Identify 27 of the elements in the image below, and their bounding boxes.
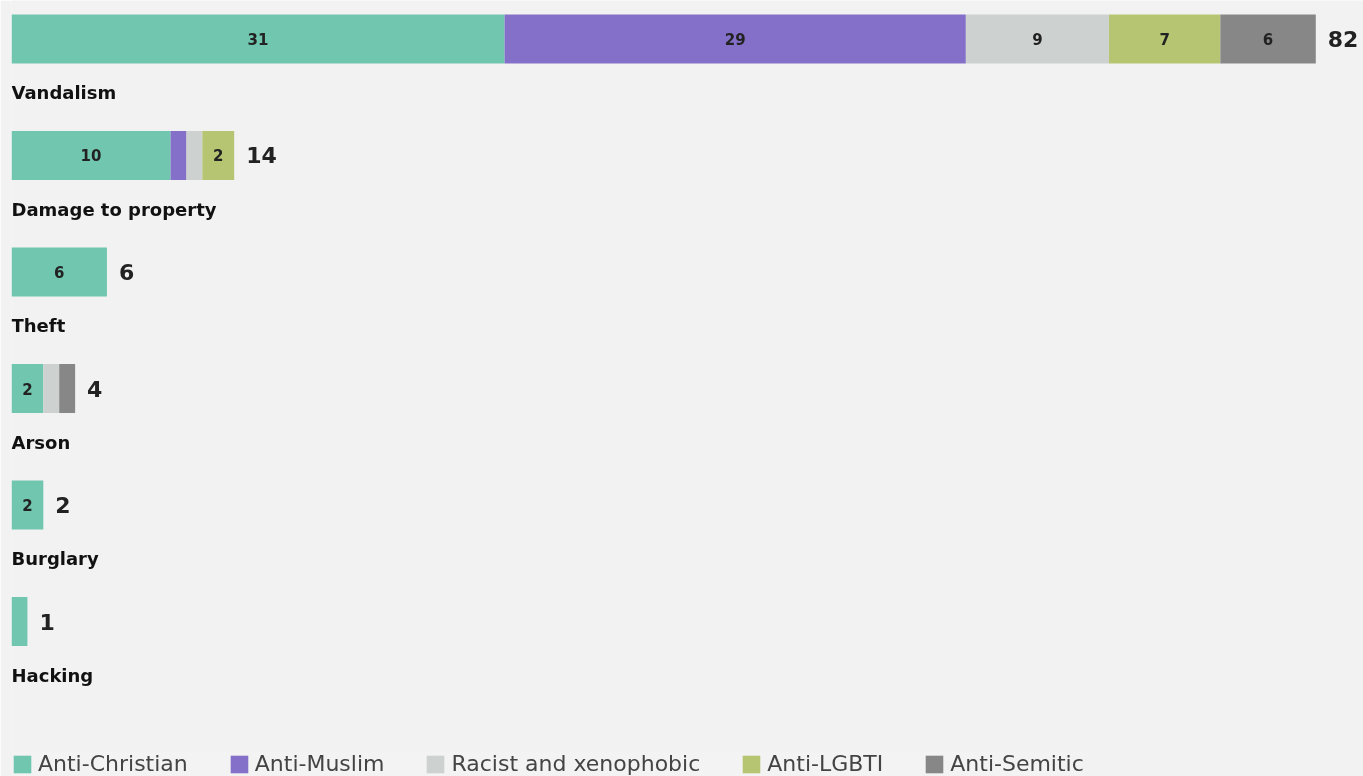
legend-label: Anti-Semitic xyxy=(950,751,1084,776)
legend-label: Racist and xenophobic xyxy=(451,751,701,776)
y-tick-label: Theft xyxy=(11,315,66,337)
data-label: 2 xyxy=(22,380,33,399)
data-label: 2 xyxy=(213,147,224,166)
total-label: 14 xyxy=(246,143,277,169)
y-tick-label: Vandalism xyxy=(11,82,117,104)
data-label: 6 xyxy=(1262,30,1274,49)
data-label: 9 xyxy=(1032,30,1043,49)
total-label: 4 xyxy=(87,376,103,402)
total-label: 6 xyxy=(118,259,135,285)
data-label: 7 xyxy=(1159,30,1170,49)
total-label: 2 xyxy=(55,493,71,519)
legend-label: Anti-LGBTI xyxy=(767,751,884,776)
y-tick-label: Hacking xyxy=(11,664,94,686)
y-tick-label: Arson xyxy=(11,431,71,453)
total-label: 1 xyxy=(39,609,55,635)
y-tick-label: Burglary xyxy=(11,548,99,570)
total-label: 82 xyxy=(1327,26,1359,52)
legend-label: Anti-Christian xyxy=(38,751,188,776)
data-label: 29 xyxy=(724,30,746,49)
data-label: 31 xyxy=(247,30,269,49)
y-tick-label: Damage to property xyxy=(11,198,217,220)
data-label: 6 xyxy=(54,263,65,282)
data-label: 10 xyxy=(80,147,102,166)
data-label: 2 xyxy=(22,497,33,516)
legend-label: Anti-Muslim xyxy=(254,751,385,776)
